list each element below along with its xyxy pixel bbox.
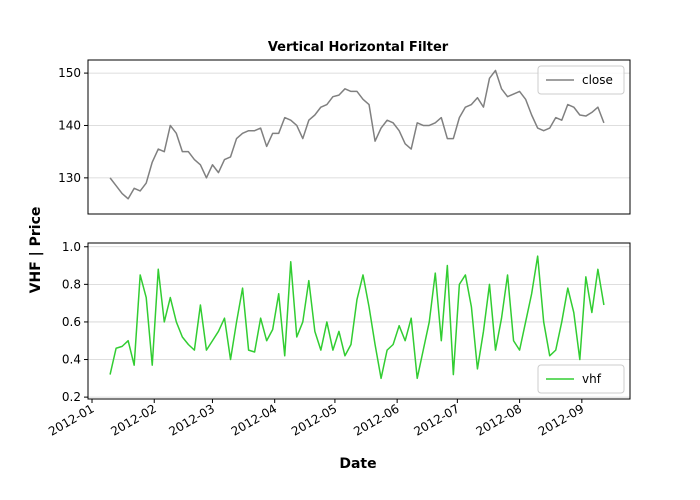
data-line [109,255,605,380]
chart-title: Vertical Horizontal Filter [268,40,449,55]
y-tick-label: 0.8 [62,277,81,291]
y-tick-label: 1.0 [62,240,81,254]
y-tick-label: 0.6 [62,315,81,329]
legend-box [537,364,625,394]
y-tick-label: 0.2 [62,390,81,404]
y-tick-label: 0.4 [62,353,81,367]
axes-frame [87,59,631,215]
y-tick-label: 150 [58,66,81,80]
legend-label: vhf [582,372,602,386]
data-line [109,69,605,200]
y-axis-label: VHF | Price [28,207,44,294]
axes-frame [87,242,631,400]
y-tick-label: 130 [58,171,81,185]
x-axis-label: Date [339,456,376,472]
legend-label: close [582,73,613,87]
y-tick-label: 140 [58,118,81,132]
legend-box [537,65,625,95]
